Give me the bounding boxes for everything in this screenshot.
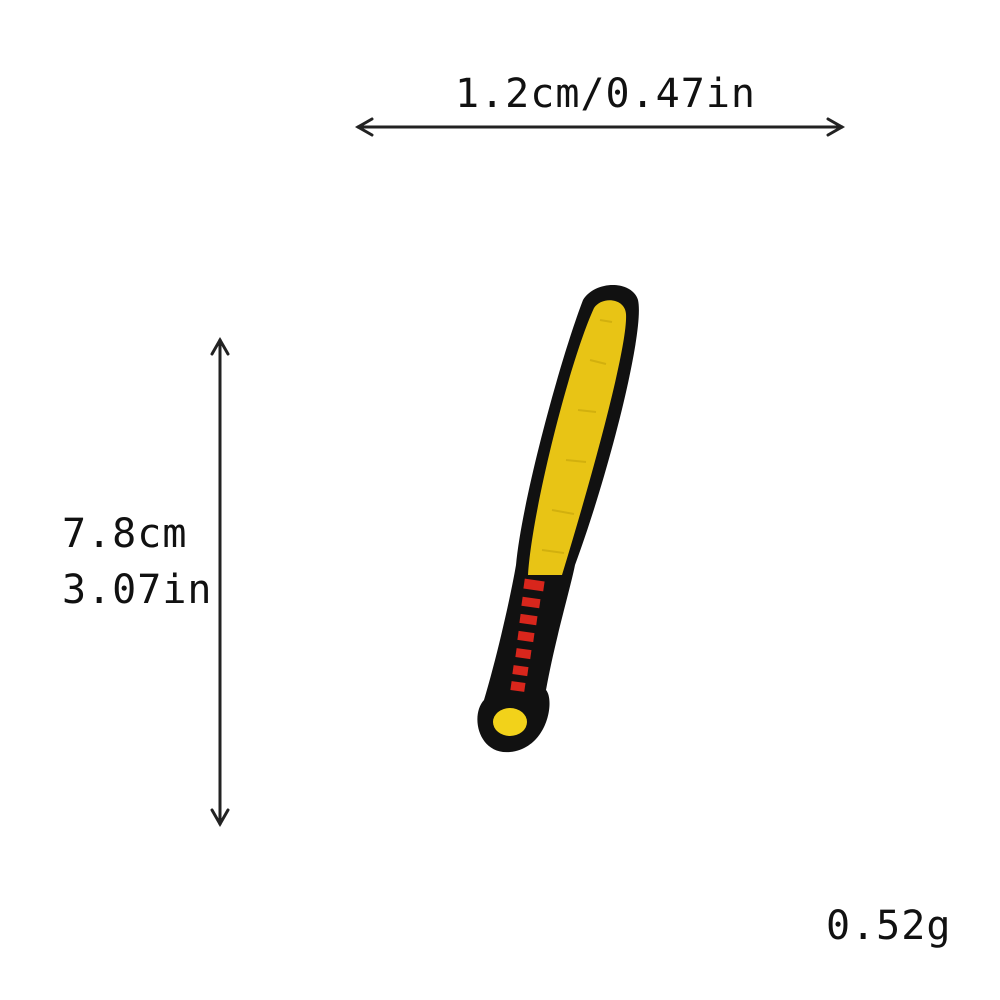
width-arrow bbox=[354, 117, 846, 137]
height-arrow bbox=[210, 336, 230, 828]
height-cm-label: 7.8cm bbox=[62, 511, 188, 557]
bat-knob bbox=[493, 708, 527, 736]
weight-label: 0.52g bbox=[826, 903, 952, 949]
bat-barrel bbox=[528, 300, 627, 575]
width-dimension-label: 1.2cm/0.47in bbox=[455, 71, 756, 117]
barrel-stitching bbox=[541, 319, 613, 554]
bat-grip bbox=[510, 578, 545, 692]
height-in-label: 3.07in bbox=[62, 567, 213, 613]
